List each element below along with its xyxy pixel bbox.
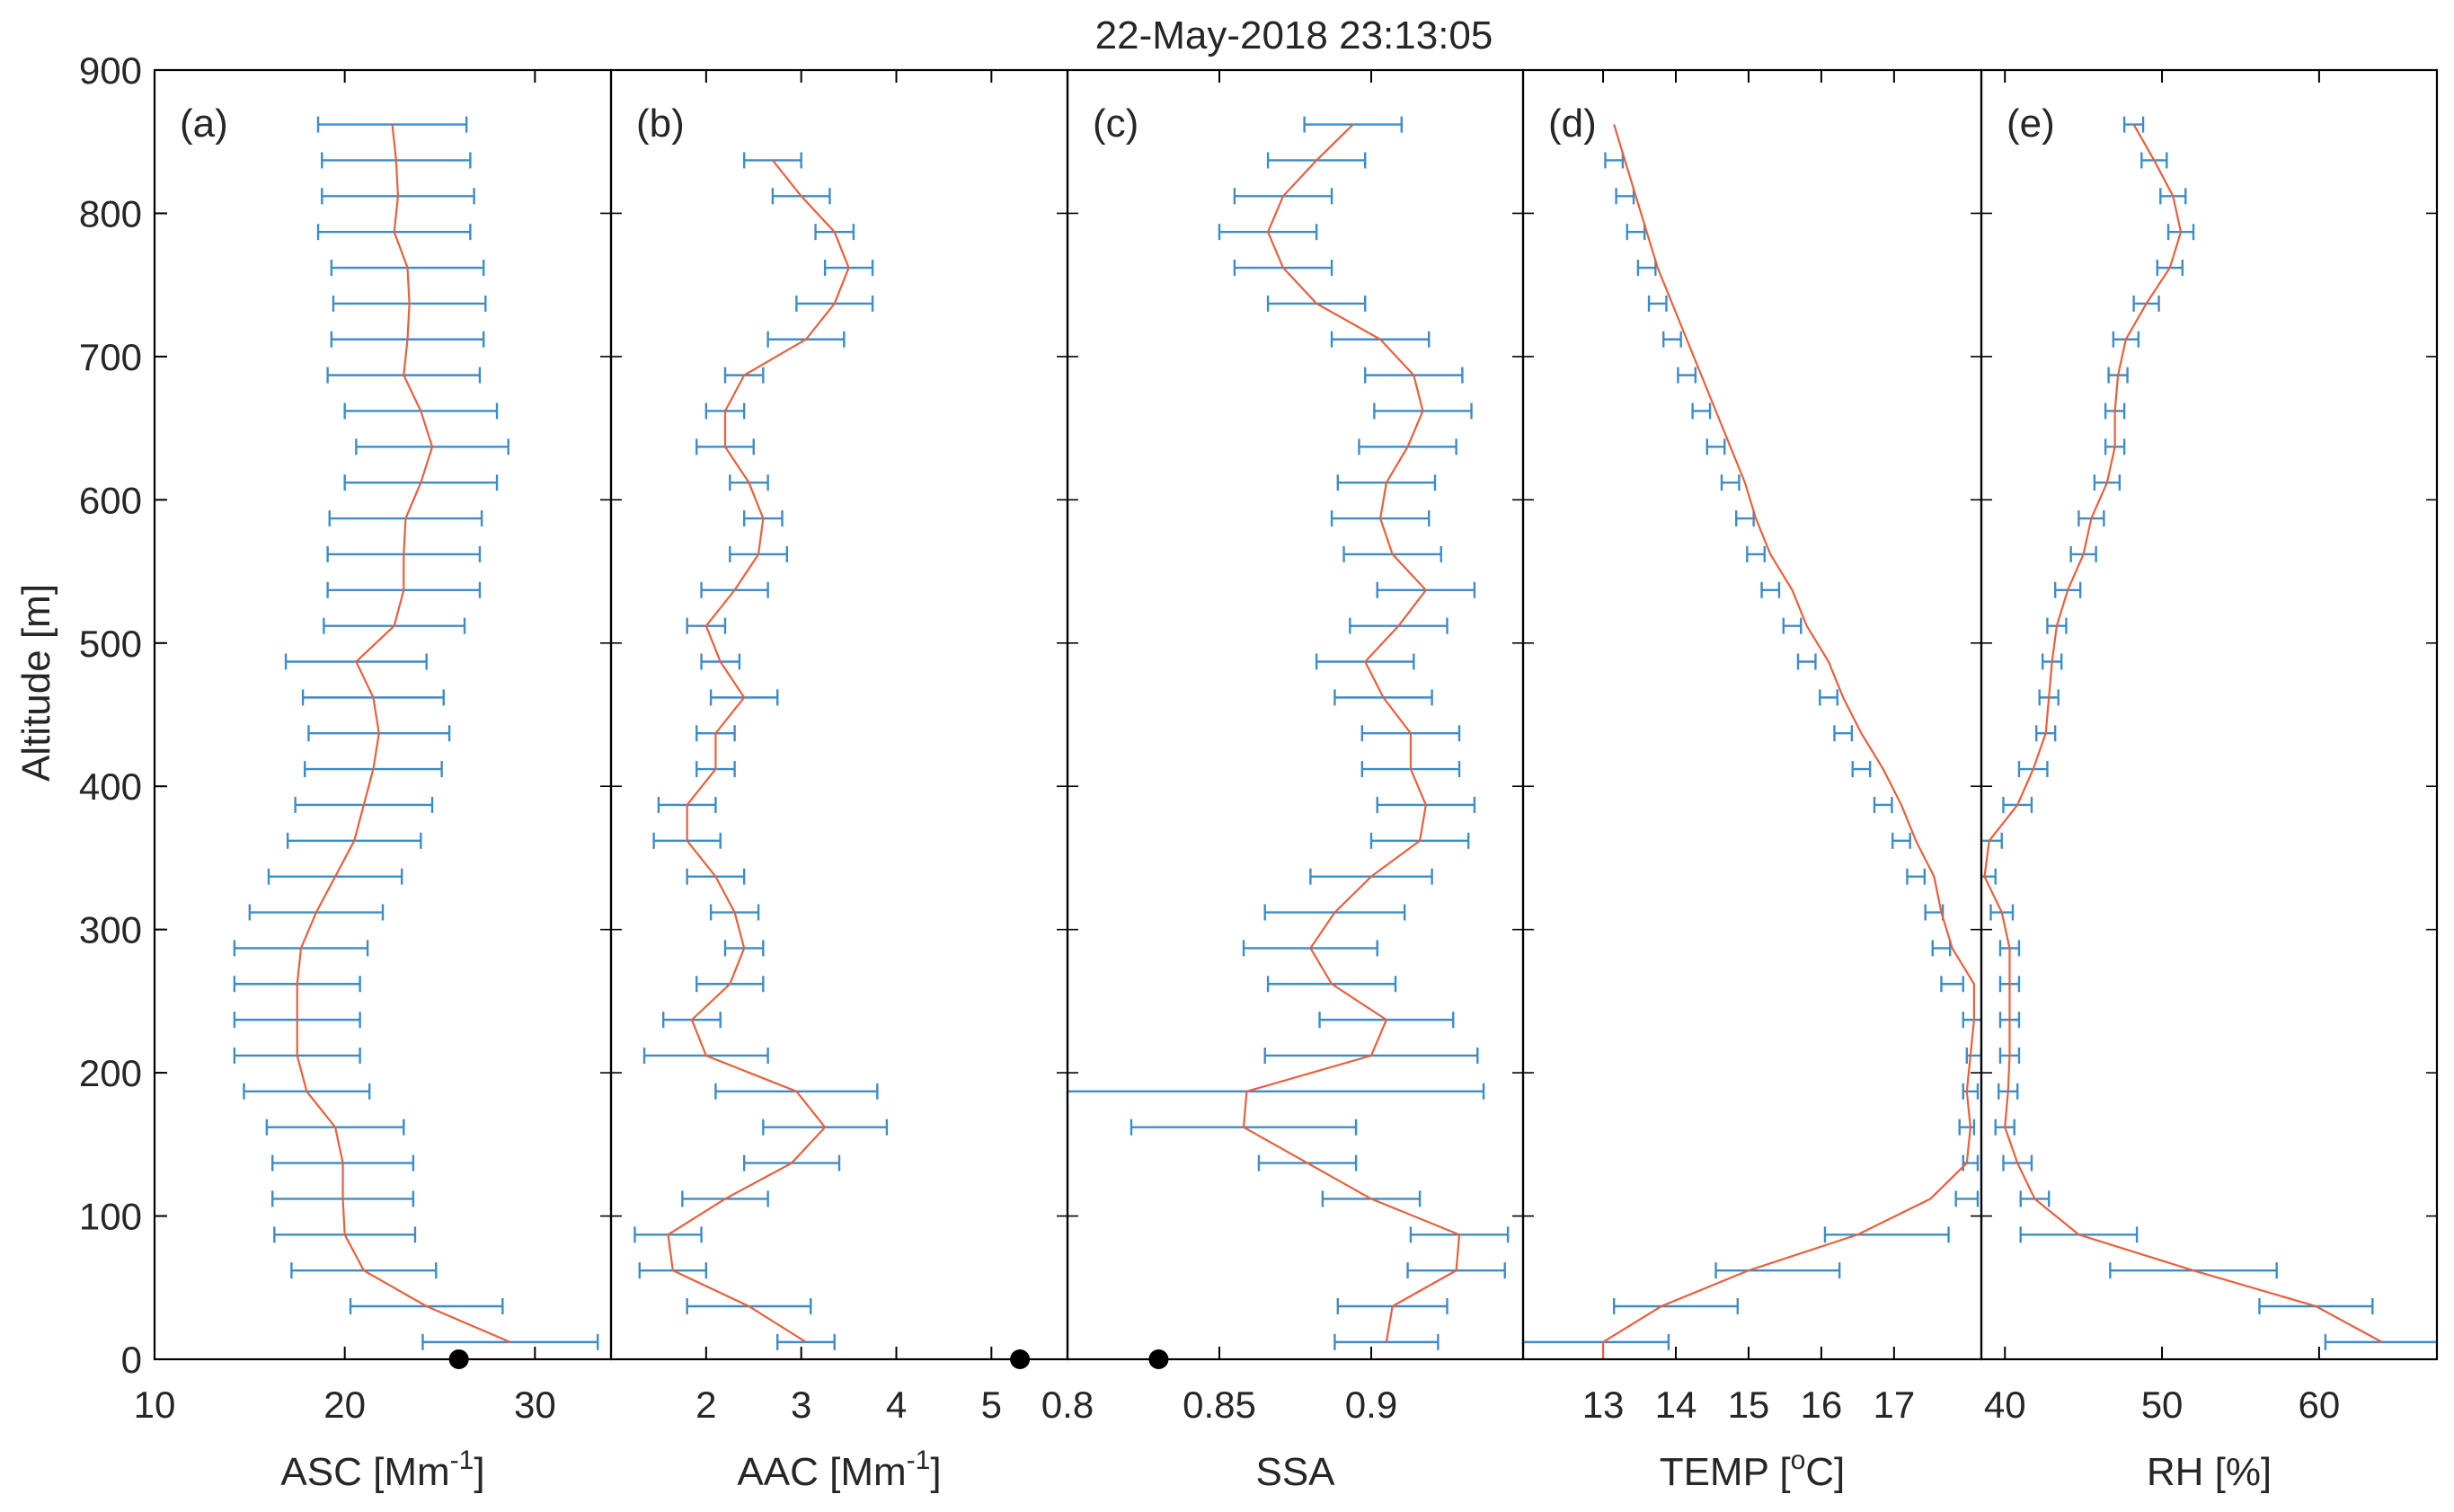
y-tick-label: 900 xyxy=(79,49,142,92)
x-tick-label: 13 xyxy=(1582,1384,1625,1426)
panel-label: (d) xyxy=(1548,102,1597,146)
x-axis-label: SSA xyxy=(1255,1450,1335,1494)
x-tick-label: 0.8 xyxy=(1041,1384,1094,1426)
profile-line xyxy=(296,124,511,1343)
x-axis-label-sup: -1 xyxy=(907,1446,931,1475)
x-tick-label: 3 xyxy=(791,1384,811,1426)
x-tick-label: 0.9 xyxy=(1345,1384,1397,1426)
profile-line xyxy=(1242,123,1461,1343)
y-tick-label: 500 xyxy=(79,623,142,665)
panel: 10 20 30 ASC [Mm-1] (a) xyxy=(134,68,613,1494)
panel-data xyxy=(1523,124,1981,1359)
y-tick-label: 100 xyxy=(79,1196,142,1238)
y-tick-label: 600 xyxy=(79,479,142,521)
x-axis-label: ASC [Mm-1] xyxy=(280,1446,484,1494)
x-axis-label-main: SSA xyxy=(1255,1450,1335,1494)
x-tick-label: 5 xyxy=(981,1384,1002,1426)
y-tick-label: 300 xyxy=(79,909,142,951)
x-tick-label: 17 xyxy=(1873,1384,1915,1426)
x-axis-label-sup: -1 xyxy=(450,1446,474,1475)
panel-frame xyxy=(153,68,613,1361)
panel-label: (c) xyxy=(1093,102,1138,146)
y-axis: 0 100 200 300 400 500 600 700 800 900 xyxy=(79,49,167,1381)
panel-frame xyxy=(1980,68,2439,1361)
panel-data xyxy=(233,116,599,1350)
x-axis-label-sup: o xyxy=(1791,1446,1806,1475)
x-axis-label: AAC [Mm-1] xyxy=(737,1446,941,1494)
y-tick-label: 0 xyxy=(121,1339,142,1381)
x-tick-label: 50 xyxy=(2141,1384,2184,1426)
x-axis-label-tail: C] xyxy=(1805,1450,1845,1494)
panel-frame xyxy=(1521,68,1983,1361)
profile-line xyxy=(1983,124,2383,1343)
panel: 2 3 4 5 AAC [Mm-1] (b) xyxy=(609,68,1069,1494)
y-tick-label: 700 xyxy=(79,336,142,378)
y-axis-label: Altitude [m] xyxy=(14,584,58,782)
x-tick-label: 60 xyxy=(2299,1384,2341,1426)
x-tick-label: 10 xyxy=(134,1384,176,1426)
x-tick-label: 4 xyxy=(886,1384,907,1426)
x-tick-label: 30 xyxy=(514,1384,556,1426)
profile-line xyxy=(1601,124,1976,1359)
panel-frame xyxy=(1066,68,1525,1361)
panel-label: (b) xyxy=(636,102,685,146)
x-tick-label: 14 xyxy=(1655,1384,1697,1426)
x-axis-label-main: ASC [Mm xyxy=(280,1450,449,1494)
y-tick-label: 800 xyxy=(79,192,142,234)
x-axis-label-main: RH [%] xyxy=(2147,1450,2272,1494)
x-tick-label: 16 xyxy=(1801,1384,1843,1426)
panel: 40 50 60 RH [%] (e) xyxy=(1980,68,2439,1494)
panel-data xyxy=(1068,116,1510,1350)
x-axis-label-main: TEMP [ xyxy=(1660,1450,1791,1494)
x-tick-label: 20 xyxy=(323,1384,366,1426)
x-axis-label-tail: ] xyxy=(474,1450,484,1494)
x-axis-label-tail: ] xyxy=(930,1450,941,1494)
panel-data xyxy=(1981,116,2437,1350)
panel-data xyxy=(633,152,889,1350)
x-tick-label: 0.85 xyxy=(1183,1384,1256,1426)
y-tick-label: 200 xyxy=(79,1052,142,1094)
panel: 13 14 15 16 17 TEMP [oC] (d) xyxy=(1521,68,1983,1494)
panel-label: (e) xyxy=(2007,102,2055,146)
figure-title: 22-May-2018 23:13:05 xyxy=(1095,13,1493,57)
profile-line xyxy=(667,159,850,1343)
y-tick-label: 400 xyxy=(79,765,142,808)
x-tick-label: 2 xyxy=(695,1384,716,1426)
x-axis-label: RH [%] xyxy=(2147,1450,2272,1494)
x-axis-label-main: AAC [Mm xyxy=(737,1450,906,1494)
x-axis-label: TEMP [oC] xyxy=(1660,1446,1846,1494)
panel-label: (a) xyxy=(180,102,228,146)
x-tick-label: 40 xyxy=(1984,1384,2026,1426)
x-tick-label: 15 xyxy=(1728,1384,1770,1426)
